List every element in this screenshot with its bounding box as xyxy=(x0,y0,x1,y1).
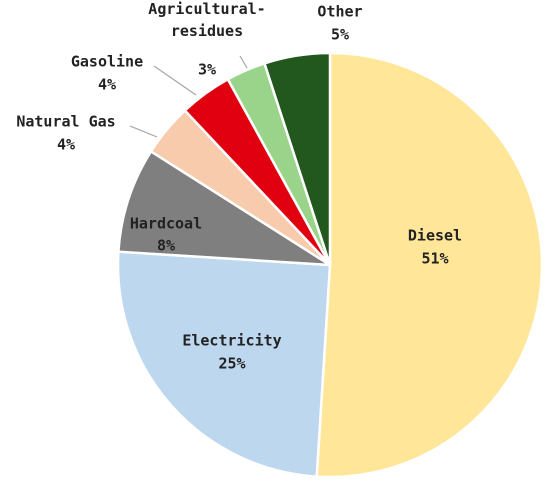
slice-value-label: 8% xyxy=(157,237,175,255)
leader-line xyxy=(129,125,158,138)
slice-value-label: 51% xyxy=(421,250,448,268)
slice-label: Electricity xyxy=(182,332,281,350)
slice-label: Natural Gas xyxy=(16,113,115,131)
slice-label: Other xyxy=(317,3,362,21)
slice-label: Gasoline xyxy=(71,53,143,71)
slice-value-label: 4% xyxy=(98,76,116,94)
leader-line xyxy=(153,65,197,96)
slice-label: Hardcoal xyxy=(130,215,202,233)
pie-slice xyxy=(315,51,544,479)
slice-value-label: 3% xyxy=(198,61,216,79)
slice-value-label: 25% xyxy=(218,355,245,373)
slice-label: Diesel xyxy=(408,227,462,245)
slice-label: Agricultural-residues xyxy=(148,0,265,40)
pie-slice xyxy=(117,149,331,267)
pie-slice xyxy=(116,250,332,478)
slice-value-label: 5% xyxy=(331,26,349,44)
pie-slice xyxy=(262,51,332,266)
leader-line xyxy=(239,55,248,69)
slice-value-label: 4% xyxy=(57,136,75,154)
